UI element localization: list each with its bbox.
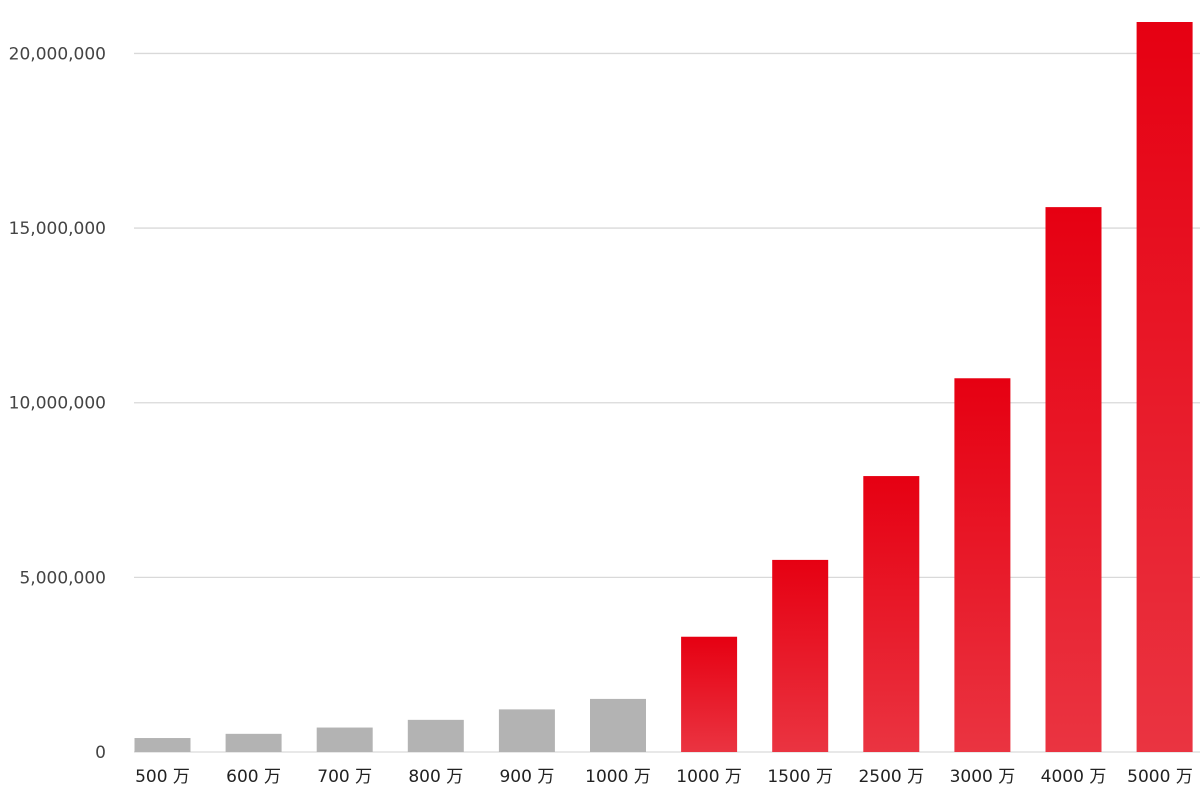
bars xyxy=(134,22,1193,752)
bar xyxy=(1136,22,1193,752)
y-tick-label: 5,000,000 xyxy=(19,568,106,588)
bar xyxy=(863,476,920,752)
x-tick-label: 4000 万 xyxy=(1041,767,1107,787)
bar xyxy=(681,636,738,752)
y-tick-label: 0 xyxy=(95,743,106,763)
x-tick-label: 2500 万 xyxy=(858,767,924,787)
x-tick-label: 700 万 xyxy=(317,767,372,787)
bar xyxy=(1045,207,1102,752)
y-tick-label: 20,000,000 xyxy=(9,44,106,64)
x-tick-label: 900 万 xyxy=(499,767,554,787)
x-tick-label: 600 万 xyxy=(226,767,281,787)
x-axis-ticks: 500 万 600 万 700 万 800 万 900 万 1000 万 1000 万 150… xyxy=(135,767,1193,787)
bar xyxy=(407,719,464,752)
bar xyxy=(772,559,829,752)
bar xyxy=(590,698,646,752)
bar xyxy=(225,733,282,752)
x-tick-label: 1500 万 xyxy=(767,767,833,787)
y-axis-ticks: 0 5,000,000 10,000,000 15,000,000 20,000,000 xyxy=(9,44,106,763)
x-tick-label: 500 万 xyxy=(135,767,190,787)
x-tick-label: 1000 万 xyxy=(585,767,651,787)
bar xyxy=(134,738,191,752)
y-tick-label: 10,000,000 xyxy=(9,394,106,414)
x-tick-label: 800 万 xyxy=(408,767,463,787)
grid-lines xyxy=(134,52,1200,753)
bar xyxy=(316,727,373,752)
x-tick-label: 1000 万 xyxy=(676,767,742,787)
bar xyxy=(498,709,555,752)
x-tick-label: 5000 万 xyxy=(1127,767,1193,787)
bar xyxy=(954,378,1011,752)
y-tick-label: 15,000,000 xyxy=(9,219,106,239)
x-tick-label: 3000 万 xyxy=(950,767,1016,787)
